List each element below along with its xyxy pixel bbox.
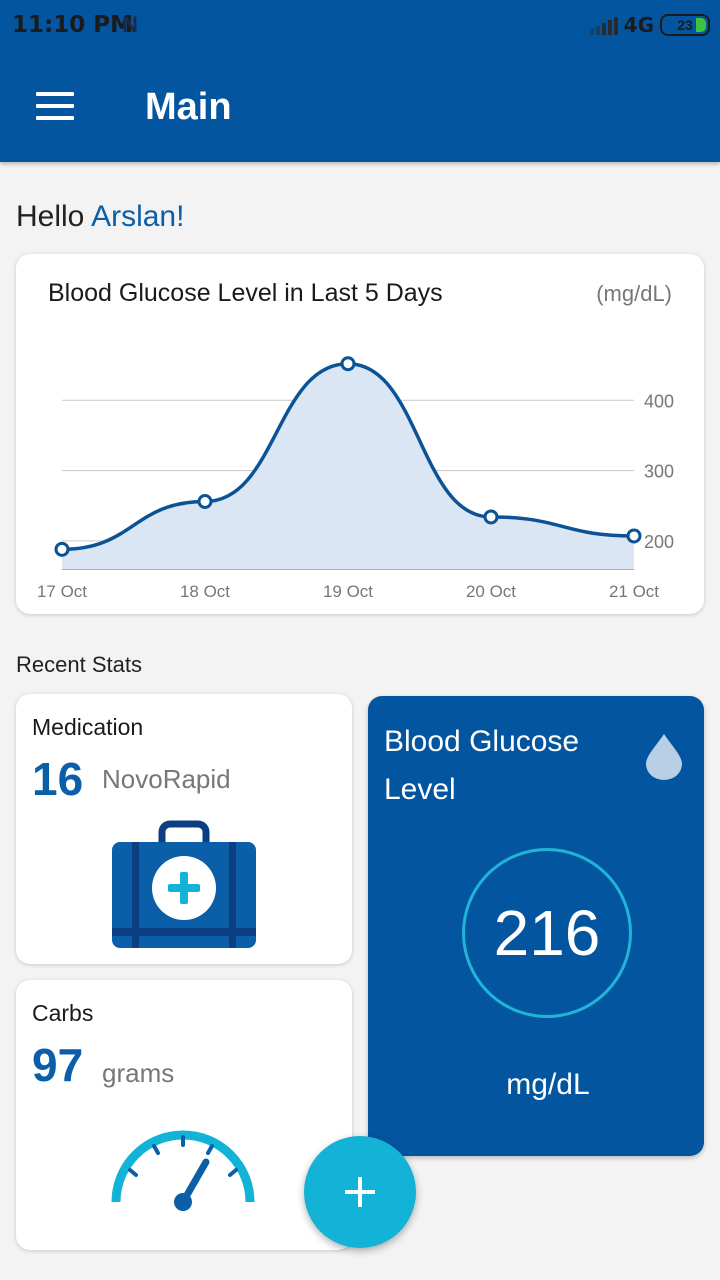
carbs-title: Carbs [32, 1000, 94, 1026]
glucose-chart: 200 300 400 17 Oct 18 Oct 19 Oct 20 Oct 21 Oct [37, 356, 674, 601]
y-tick-label: 400 [644, 391, 674, 411]
chart-title: Blood Glucose Level in Last 5 Days [48, 279, 443, 307]
battery-icon: 23 [660, 14, 710, 36]
x-tick-label: 17 Oct [37, 582, 87, 601]
greeting-prefix: Hello [16, 200, 85, 233]
water-drop-icon [646, 734, 682, 780]
data-point [340, 356, 356, 372]
y-tick-label: 300 [644, 462, 674, 482]
notification-icon: N [122, 12, 138, 37]
blood-glucose-unit: mg/dL [506, 1068, 590, 1101]
data-point [626, 528, 642, 544]
app-bar: 11:10 PM N 4G 23 Main [0, 0, 720, 162]
blood-glucose-card[interactable]: Blood Glucose Level 216 mg/dL [368, 696, 704, 1156]
recent-stats-label: Recent Stats [16, 652, 142, 677]
plus-icon [345, 1177, 375, 1207]
status-indicators: 4G 23 [589, 13, 710, 37]
medication-title: Medication [32, 714, 144, 740]
area-fill [62, 363, 634, 569]
x-tick-label: 20 Oct [466, 582, 516, 601]
battery-level: 23 [677, 17, 693, 33]
x-tick-label: 21 Oct [609, 582, 659, 601]
status-time: 11:10 PM [12, 12, 133, 38]
medication-value: 16 [32, 753, 84, 805]
x-tick-label: 18 Oct [180, 582, 230, 601]
data-point [197, 494, 213, 509]
blood-glucose-title: Blood Glucose Level [384, 725, 580, 806]
signal-icon [589, 15, 618, 35]
add-button[interactable] [304, 1136, 416, 1248]
carbs-unit: grams [102, 1058, 175, 1088]
page-title: Main [145, 86, 232, 128]
greeting-name: Arslan! [91, 200, 185, 233]
status-bar: 11:10 PM N 4G 23 [0, 0, 720, 52]
blood-glucose-value: 216 [493, 897, 601, 969]
greeting: Hello Arslan! [16, 200, 184, 234]
carbs-value: 97 [32, 1039, 84, 1091]
glucose-chart-card: Blood Glucose Level in Last 5 Days (mg/d… [16, 254, 704, 614]
data-point [483, 509, 499, 525]
network-type: 4G [623, 13, 654, 37]
blood-glucose-ring: 216 [462, 848, 632, 1018]
medication-unit: NovoRapid [102, 764, 231, 794]
data-point [54, 541, 70, 557]
first-aid-kit-icon [112, 820, 256, 948]
carbs-card[interactable]: Carbs 97 grams [16, 980, 352, 1250]
y-tick-label: 200 [644, 532, 674, 552]
gauge-icon [111, 1130, 255, 1211]
hamburger-menu-icon[interactable] [36, 92, 76, 122]
chart-unit: (mg/dL) [596, 281, 672, 306]
medication-card[interactable]: Medication 16 NovoRapid [16, 694, 352, 964]
x-tick-label: 19 Oct [323, 582, 373, 601]
